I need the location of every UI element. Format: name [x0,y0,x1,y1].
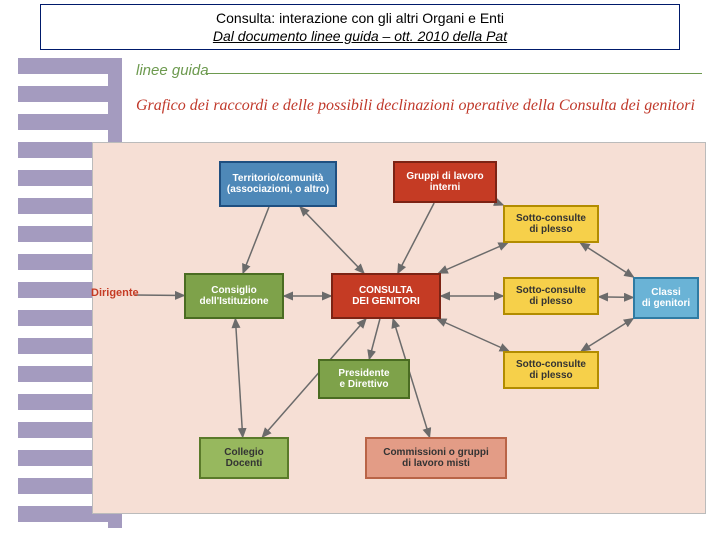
node-commissioni: Commissioni o gruppidi lavoro misti [365,437,507,479]
figure-caption: Grafico dei raccordi e delle possibili d… [136,96,700,115]
title-line-2: Dal documento linee guida – ott. 2010 de… [213,28,507,44]
node-sotto2: Sotto-consultedi plesso [503,277,599,315]
node-consiglio: Consigliodell'Istituzione [184,273,284,319]
title-line-1: Consulta: interazione con gli altri Orga… [216,10,504,26]
dirigente-label: Dirigente [91,287,139,299]
node-territorio: Territorio/comunità(associazioni, o altr… [219,161,337,207]
divider [206,73,702,74]
diagram-figure: Territorio/comunità(associazioni, o altr… [92,142,706,514]
node-presidente: Presidentee Direttivo [318,359,410,399]
node-gruppi: Gruppi di lavorointerni [393,161,497,203]
node-classi: Classidi genitori [633,277,699,319]
node-sotto3: Sotto-consultedi plesso [503,351,599,389]
linee-guida-label: linee guida [136,62,209,79]
node-consulta: CONSULTADEI GENITORI [331,273,441,319]
node-collegio: CollegioDocenti [199,437,289,479]
node-sotto1: Sotto-consultedi plesso [503,205,599,243]
title-box: Consulta: interazione con gli altri Orga… [40,4,680,50]
